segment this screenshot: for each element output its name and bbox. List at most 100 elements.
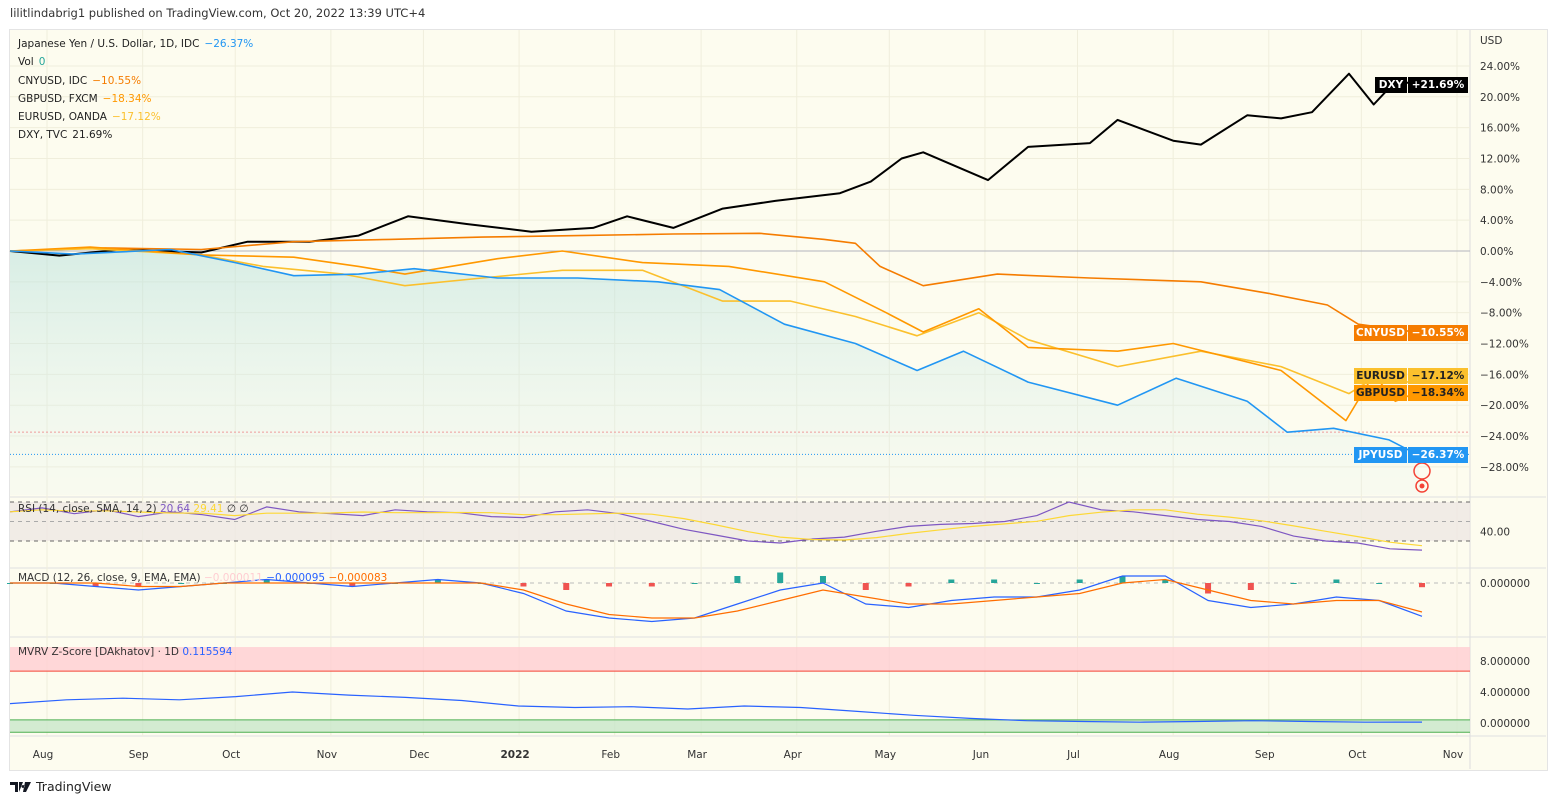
macd-histogram-bar <box>1076 579 1083 583</box>
macd-histogram-bar <box>434 579 441 583</box>
y-tick-label: −12.00% <box>1480 339 1529 351</box>
macd-histogram-bar <box>905 583 912 587</box>
macd-histogram-bar <box>1119 576 1126 583</box>
macd-line <box>10 575 1423 623</box>
event-marker-dot <box>1419 483 1425 489</box>
macd-histogram-bar <box>135 583 142 587</box>
macd-histogram-bar <box>1290 583 1297 584</box>
macd-histogram-bar <box>263 579 270 583</box>
x-tick-label: Oct <box>1348 749 1366 761</box>
mvrv-tick: 4.000000 <box>1480 687 1530 699</box>
publish-header: lilitlindabrig1 published on TradingView… <box>10 6 426 20</box>
legend-cnyusd[interactable]: CNYUSD, IDC −10.55% <box>18 74 142 87</box>
macd-histogram-bar <box>734 576 741 583</box>
macd-histogram-bar <box>563 583 570 590</box>
tag-gbpusd-value: −18.34% <box>1408 385 1468 401</box>
series-line-eurusd <box>9 247 1417 395</box>
y-tick-label: 20.00% <box>1480 92 1520 104</box>
tag-eurusd-symbol: EURUSD <box>1354 368 1407 384</box>
macd-histogram-bar <box>1033 583 1040 584</box>
x-tick-label: Nov <box>1443 749 1464 761</box>
mvrv-legend[interactable]: MVRV Z-Score [DAkhatov] · 1D 0.115594 <box>18 646 233 658</box>
macd-histogram-bar <box>349 583 356 587</box>
y-tick-label: −4.00% <box>1480 277 1522 289</box>
macd-histogram-bar <box>606 583 613 587</box>
x-tick-label: 2022 <box>500 749 529 761</box>
y-tick-label: 0.00% <box>1480 246 1513 258</box>
x-tick-label: Feb <box>601 749 620 761</box>
tag-cnyusd-symbol: CNYUSD <box>1354 325 1407 341</box>
event-marker <box>1415 479 1429 493</box>
macd-histogram-bar <box>1376 583 1383 584</box>
y-tick-label: 24.00% <box>1480 61 1520 73</box>
legend-vol[interactable]: Vol 0 <box>18 56 46 69</box>
x-tick-label: Apr <box>784 749 803 761</box>
event-marker <box>1413 462 1431 480</box>
y-tick-label: −16.00% <box>1480 369 1529 381</box>
y-tick-label: −28.00% <box>1480 462 1529 474</box>
y-tick-label: −8.00% <box>1480 308 1522 320</box>
rsi-legend[interactable]: RSI (14, close, SMA, 14, 2) 20.64 29.41 … <box>18 503 249 515</box>
y-tick-label: 4.00% <box>1480 215 1513 227</box>
mvrv-tick: 8.000000 <box>1480 656 1530 668</box>
macd-histogram-bar <box>819 576 826 583</box>
x-tick-label: Sep <box>129 749 149 761</box>
tag-jpyusd-value: −26.37% <box>1408 447 1468 463</box>
macd-histogram-bar <box>178 583 185 584</box>
tradingview-logo[interactable]: TradingView <box>10 779 112 794</box>
series-line-jpyusd <box>9 248 1418 456</box>
x-tick-label: Jun <box>972 749 989 761</box>
series-line-cnyusd <box>9 232 1418 334</box>
y-tick-label: −20.00% <box>1480 400 1529 412</box>
macd-histogram-bar <box>648 583 655 587</box>
x-tick-label: Mar <box>687 749 707 761</box>
legend-dxy[interactable]: DXY, TVC 21.69% <box>18 129 113 142</box>
x-tick-label: Dec <box>409 749 430 761</box>
y-tick-label: 16.00% <box>1480 123 1520 135</box>
x-tick-label: Nov <box>317 749 338 761</box>
macd-signal-line <box>10 578 1423 619</box>
rsi-sma-line <box>9 509 1423 547</box>
mvrv-tick: 0.000000 <box>1480 718 1530 730</box>
macd-legend[interactable]: MACD (12, 26, close, 9, EMA, EMA) −0.000… <box>18 572 388 584</box>
x-tick-label: Oct <box>222 749 240 761</box>
macd-histogram-bar <box>991 579 998 583</box>
macd-histogram-bar <box>1419 583 1425 588</box>
macd-histogram-bar <box>777 572 784 583</box>
macd-histogram-bar <box>520 583 527 587</box>
tag-eurusd-value: −17.12% <box>1408 368 1468 384</box>
macd-histogram-bar <box>948 579 955 583</box>
macd-histogram-bar <box>1205 583 1212 594</box>
macd-histogram-bar <box>1333 579 1340 583</box>
x-tick-label: Sep <box>1255 749 1275 761</box>
tag-dxy-symbol: DXY <box>1375 77 1407 93</box>
tag-jpyusd-symbol: JPYUSD <box>1354 447 1407 463</box>
x-tick-label: Aug <box>1159 749 1180 761</box>
legend-jpyusd[interactable]: Japanese Yen / U.S. Dollar, 1D, IDC −26.3… <box>18 38 254 50</box>
legend-eurusd[interactable]: EURUSD, OANDA −17.12% <box>18 111 161 124</box>
tradingview-logo-icon <box>10 781 31 792</box>
legend-gbpusd[interactable]: GBPUSD, FXCM −18.34% <box>18 92 152 105</box>
main-legend: Japanese Yen / U.S. Dollar, 1D, IDC −26.3… <box>18 35 253 145</box>
macd-tick: 0.000000 <box>1480 578 1530 590</box>
x-tick-label: Jul <box>1066 749 1080 761</box>
x-tick-label: May <box>874 749 896 761</box>
macd-histogram-bar <box>1247 583 1254 590</box>
axis-currency: USD <box>1480 35 1502 47</box>
mvrv-line <box>9 691 1423 723</box>
series-line-gbpusd <box>9 246 1418 422</box>
y-tick-label: 8.00% <box>1480 184 1513 196</box>
y-tick-label: −24.00% <box>1480 431 1529 443</box>
tag-dxy-value: +21.69% <box>1408 77 1468 93</box>
macd-histogram-bar <box>92 583 99 587</box>
tag-cnyusd-value: −10.55% <box>1408 325 1468 341</box>
jpyusd-area <box>10 249 1422 495</box>
tag-gbpusd-symbol: GBPUSD <box>1354 385 1407 401</box>
rsi-tick: 40.00 <box>1480 526 1510 538</box>
macd-histogram-bar <box>862 583 869 590</box>
mvrv-overbought-zone <box>10 647 1470 672</box>
mvrv-oversold-zone <box>10 719 1470 733</box>
y-tick-label: 12.00% <box>1480 153 1520 165</box>
macd-histogram-bar <box>1162 579 1169 583</box>
